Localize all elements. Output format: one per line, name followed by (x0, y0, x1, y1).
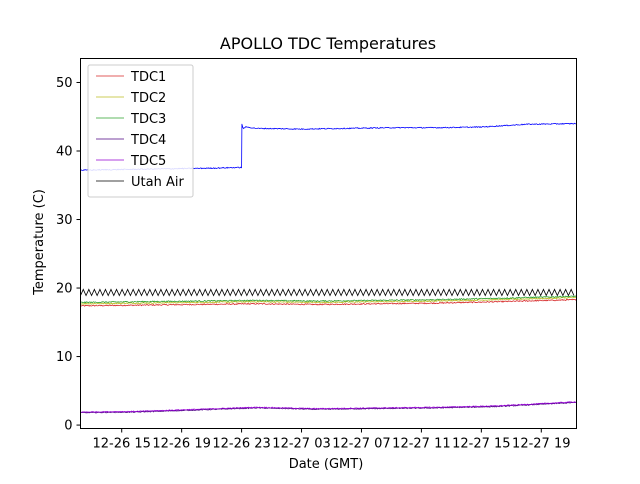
x-tick-label: 12-27 11 (392, 437, 450, 452)
chart-title: APOLLO TDC Temperatures (220, 34, 436, 53)
y-tick-label: 20 (56, 282, 73, 297)
series-line-tdc5 (80, 401, 577, 413)
legend-label-tdc4: TDC4 (130, 133, 166, 148)
series-line-tdc2 (80, 296, 577, 305)
legend-label-utah-air: Utah Air (131, 175, 184, 190)
legend-label-tdc2: TDC2 (130, 91, 166, 106)
legend-label-tdc1: TDC1 (130, 70, 166, 85)
y-tick-label: 50 (56, 76, 73, 91)
series-layer (80, 122, 577, 414)
tick-layer: 12-26 15 12-26 19 12-26 23 12-27 03 12-27 07… (56, 76, 571, 452)
x-tick-label: 12-27 03 (272, 437, 330, 452)
x-tick-label: 12-26 15 (92, 437, 150, 452)
series-line-tdc1 (80, 298, 577, 307)
y-tick-label: 0 (64, 419, 72, 434)
legend-box (87, 64, 194, 198)
legend-label-tdc5: TDC5 (130, 154, 166, 169)
legend: TDC1 TDC2 TDC3 TDC4 TDC5 Utah Air (87, 64, 194, 198)
x-tick-label: 12-27 15 (452, 437, 510, 452)
x-tick-label: 12-26 23 (212, 437, 270, 452)
x-tick-label: 12-27 07 (332, 437, 390, 452)
x-tick-label: 12-26 19 (152, 437, 210, 452)
plot-frame (80, 58, 577, 429)
legend-label-tdc3: TDC3 (130, 112, 166, 127)
y-tick-label: 30 (56, 213, 73, 228)
series-line-tdc4 (80, 401, 577, 414)
y-tick-label: 40 (56, 145, 73, 160)
y-axis-label: Temperature (C) (32, 189, 47, 296)
x-tick-label: 12-27 19 (512, 437, 570, 452)
series-line-tdc3 (80, 295, 577, 304)
y-tick-label: 10 (56, 350, 73, 365)
series-line-utah-air (80, 288, 575, 297)
x-axis-label: Date (GMT) (289, 457, 364, 472)
